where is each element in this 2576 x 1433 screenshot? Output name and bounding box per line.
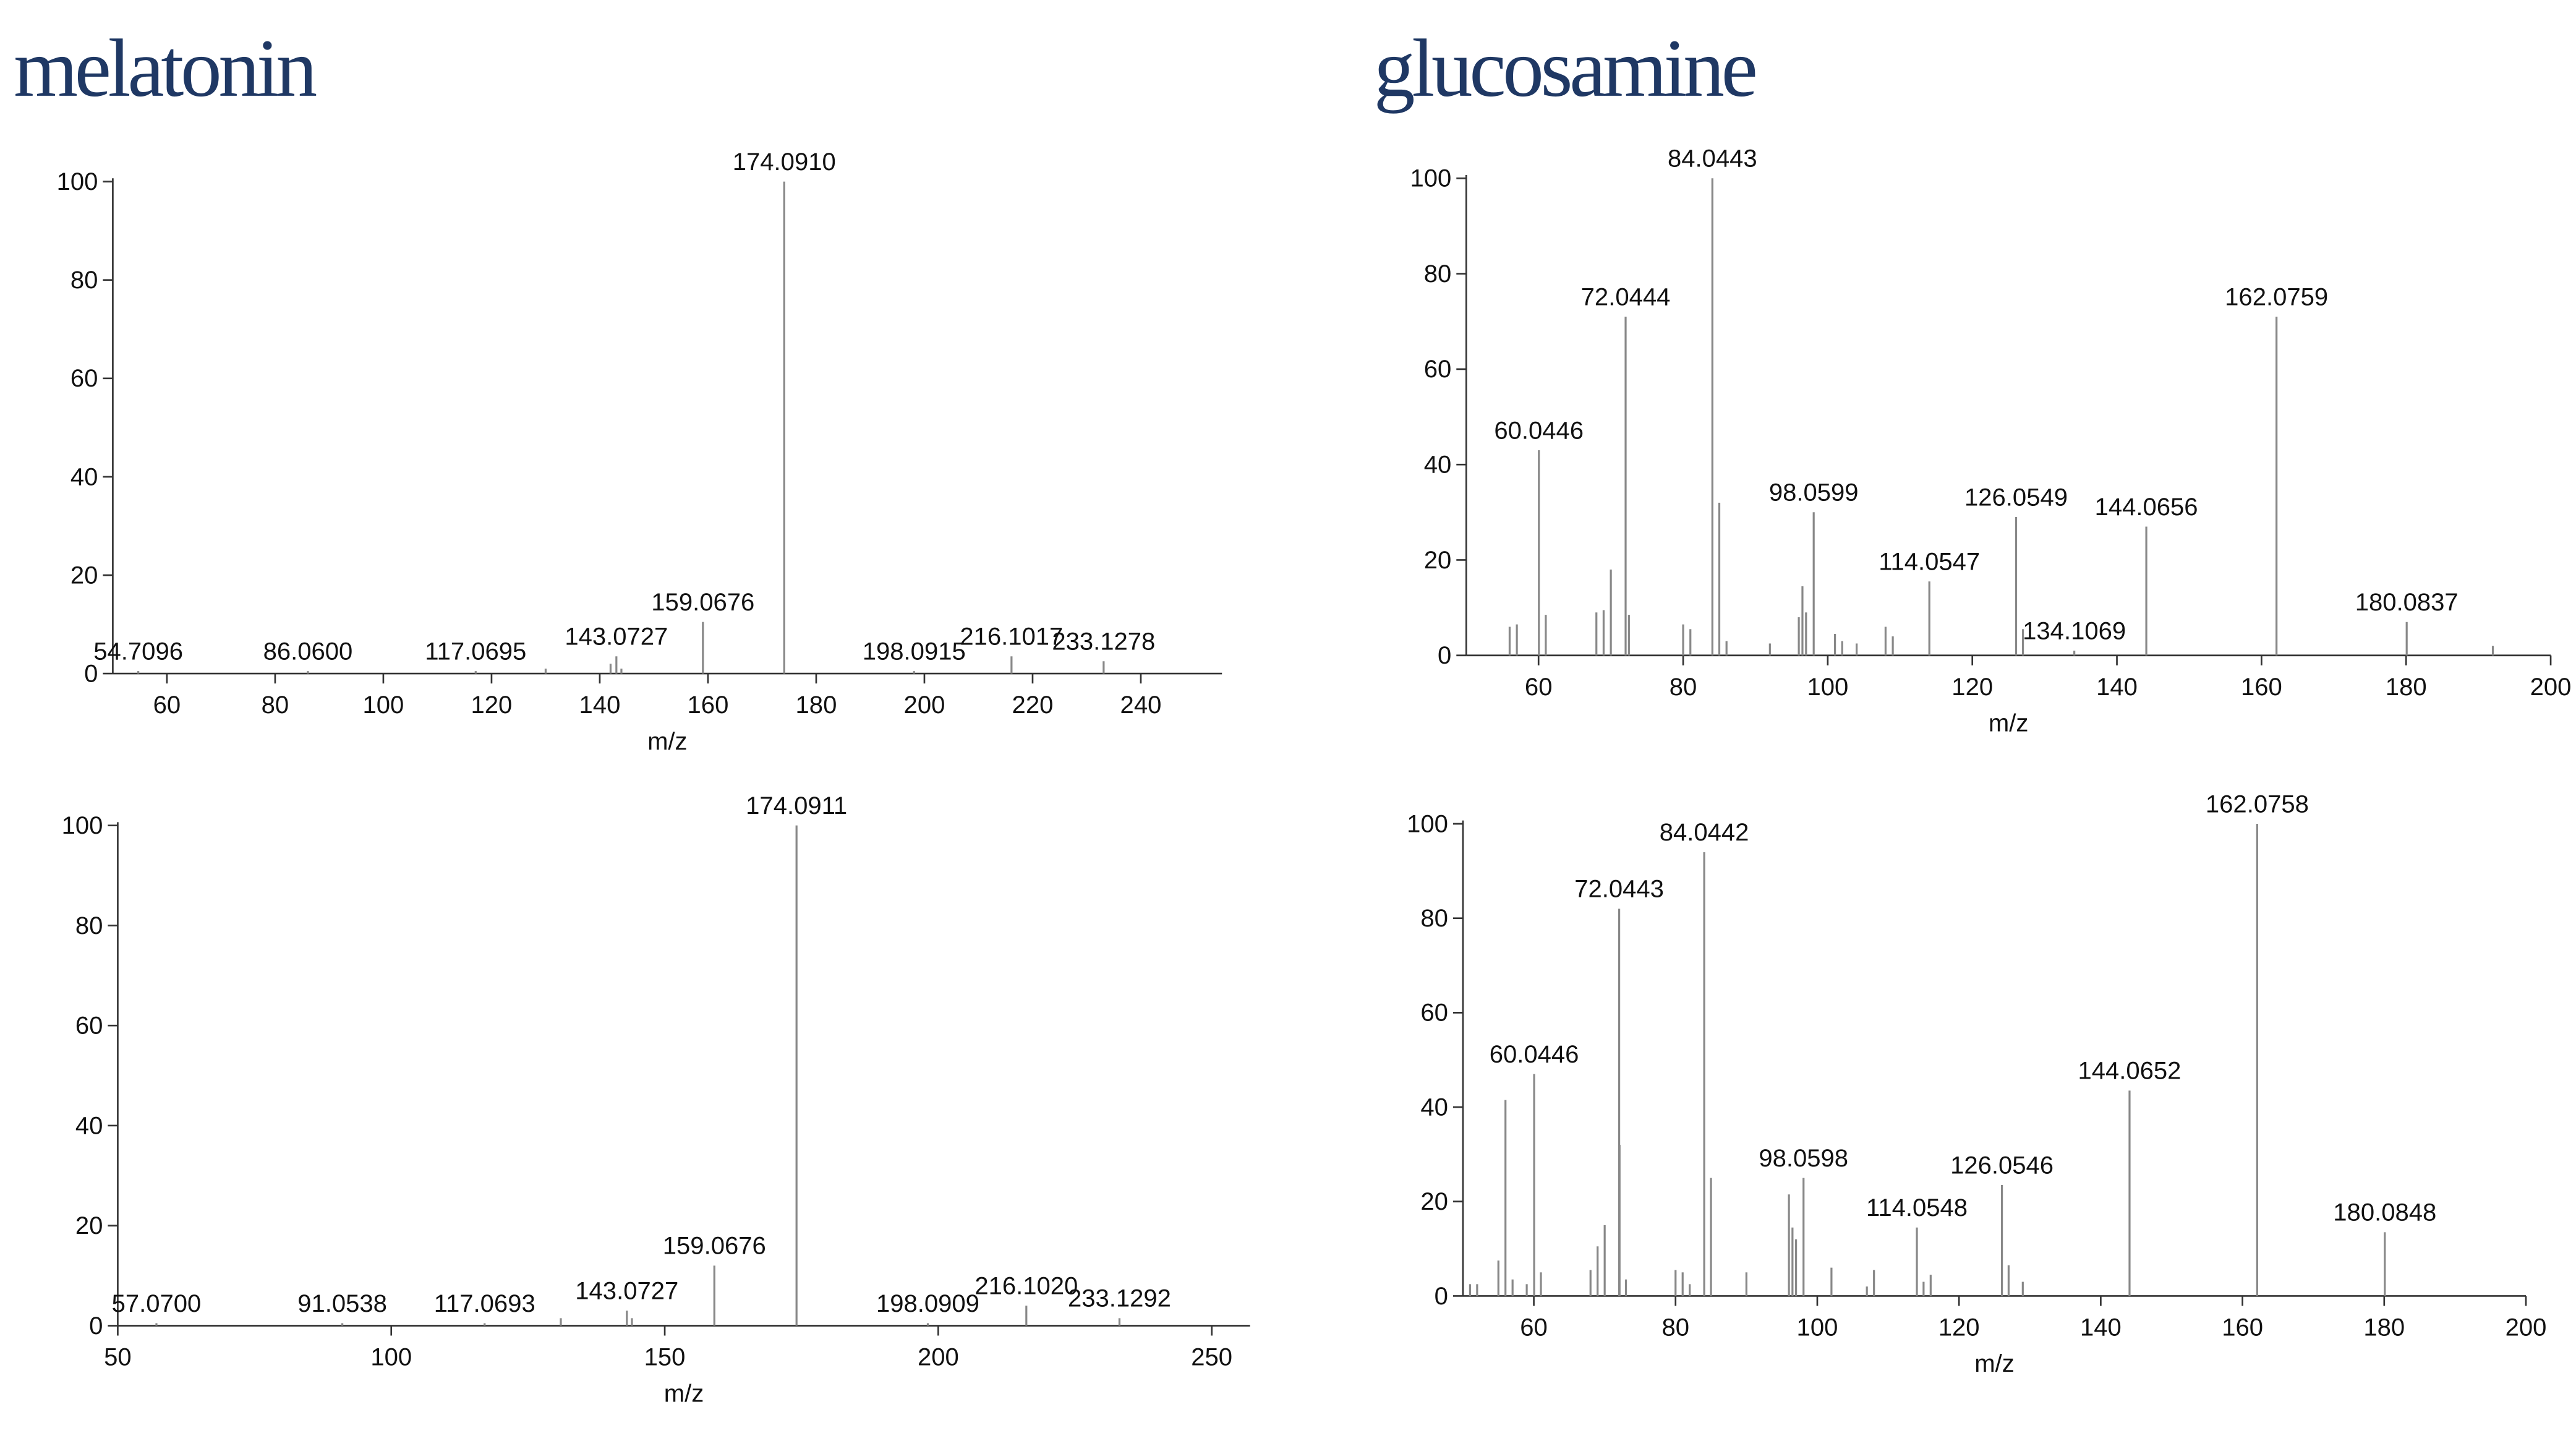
x-tick-label: 140 (579, 691, 621, 719)
peak-label: 143.0727 (565, 623, 668, 651)
x-axis-label: m/z (1989, 710, 2028, 737)
peak-label: 216.1017 (960, 623, 1063, 651)
x-tick-label: 120 (1938, 1314, 1980, 1341)
x-tick-label: 140 (2096, 674, 2138, 701)
x-tick-label: 160 (2241, 674, 2282, 701)
peak-label: 233.1292 (1068, 1285, 1171, 1312)
x-tick-label: 200 (918, 1344, 959, 1371)
x-tick-label: 60 (1520, 1314, 1548, 1341)
y-tick-label: 20 (1420, 1188, 1448, 1215)
x-axis-label: m/z (647, 728, 687, 755)
peak-label: 180.0837 (2355, 589, 2459, 616)
peak-label: 54.7096 (93, 638, 183, 665)
x-axis-label: m/z (664, 1380, 704, 1407)
x-tick-label: 220 (1012, 691, 1054, 719)
x-tick-label: 80 (262, 691, 289, 719)
heading: glucosamine (1374, 22, 1755, 114)
x-tick-label: 120 (471, 691, 513, 719)
x-tick-label: 160 (2222, 1314, 2263, 1341)
y-tick-label: 80 (1420, 905, 1448, 932)
y-tick-label: 40 (1424, 451, 1452, 479)
y-tick-label: 80 (1424, 260, 1452, 288)
peak-label: 72.0444 (1581, 283, 1671, 310)
x-tick-label: 60 (153, 691, 181, 719)
x-tick-label: 100 (1807, 674, 1848, 701)
y-tick-label: 40 (1420, 1093, 1448, 1121)
x-tick-label: 240 (1120, 691, 1162, 719)
peak-label: 198.0915 (863, 638, 966, 665)
x-tick-label: 250 (1191, 1344, 1232, 1371)
y-tick-label: 60 (1424, 356, 1452, 383)
x-tick-label: 160 (688, 691, 729, 719)
y-tick-label: 100 (62, 812, 103, 839)
peak-label: 134.1069 (2023, 617, 2126, 644)
peak-label: 162.0758 (2206, 790, 2309, 818)
y-tick-label: 60 (1420, 999, 1448, 1027)
x-tick-label: 180 (796, 691, 837, 719)
y-tick-label: 40 (75, 1112, 103, 1139)
peak-label: 117.0693 (434, 1290, 535, 1317)
peak-label: 60.0446 (1494, 417, 1584, 444)
peak-label: 216.1020 (975, 1272, 1078, 1299)
peak-label: 57.0700 (112, 1290, 202, 1317)
x-tick-label: 100 (363, 691, 404, 719)
x-tick-label: 50 (104, 1344, 132, 1371)
peak-label: 159.0676 (663, 1233, 766, 1260)
peak-label: 162.0759 (2225, 283, 2328, 310)
y-tick-label: 100 (57, 168, 98, 195)
y-tick-label: 60 (70, 365, 98, 392)
peak-label: 198.0909 (876, 1290, 979, 1317)
x-tick-label: 150 (644, 1344, 686, 1371)
x-tick-label: 80 (1670, 674, 1697, 701)
peak-label: 72.0443 (1574, 876, 1664, 903)
y-tick-label: 80 (75, 912, 103, 939)
peak-label: 174.0911 (746, 792, 847, 819)
peak-label: 98.0598 (1759, 1145, 1848, 1172)
x-tick-label: 180 (2386, 674, 2427, 701)
x-tick-label: 180 (2363, 1314, 2405, 1341)
peak-label: 143.0727 (575, 1278, 678, 1305)
y-tick-label: 0 (1438, 642, 1451, 669)
peak-label: 126.0546 (1950, 1152, 2054, 1179)
y-tick-label: 100 (1407, 810, 1448, 837)
peak-label: 233.1278 (1052, 628, 1155, 656)
y-tick-label: 40 (70, 463, 98, 490)
x-axis-label: m/z (1974, 1350, 2014, 1377)
heading: melatonin (14, 22, 316, 114)
y-tick-label: 0 (1435, 1283, 1448, 1310)
y-tick-label: 0 (89, 1312, 103, 1340)
y-tick-label: 60 (75, 1012, 103, 1040)
y-tick-label: 20 (75, 1212, 103, 1239)
peak-label: 144.0652 (2078, 1058, 2181, 1085)
peak-label: 144.0656 (2095, 494, 2198, 521)
x-tick-label: 100 (370, 1344, 412, 1371)
peak-label: 60.0446 (1490, 1041, 1579, 1068)
y-tick-label: 100 (1410, 165, 1451, 192)
x-tick-label: 80 (1661, 1314, 1689, 1341)
x-tick-label: 120 (1951, 674, 1993, 701)
peak-label: 86.0600 (263, 638, 353, 665)
y-tick-label: 20 (1424, 547, 1452, 574)
peak-label: 84.0442 (1660, 819, 1749, 846)
peak-label: 91.0538 (297, 1290, 387, 1317)
peak-label: 117.0695 (425, 638, 526, 665)
peak-label: 174.0910 (733, 148, 836, 176)
y-tick-label: 80 (70, 267, 98, 294)
x-tick-label: 200 (2530, 674, 2572, 701)
peak-label: 114.0547 (1879, 548, 1980, 575)
peak-label: 180.0848 (2333, 1199, 2436, 1226)
peak-label: 98.0599 (1769, 479, 1859, 507)
peak-label: 159.0676 (651, 589, 754, 616)
peak-label: 114.0548 (1866, 1194, 1968, 1221)
x-tick-label: 200 (2506, 1314, 2547, 1341)
peak-label: 84.0443 (1668, 145, 1757, 173)
y-tick-label: 20 (70, 562, 98, 589)
y-tick-label: 0 (84, 660, 98, 687)
x-tick-label: 140 (2080, 1314, 2122, 1341)
peak-label: 126.0549 (1964, 484, 2068, 511)
x-tick-label: 60 (1525, 674, 1553, 701)
x-tick-label: 200 (904, 691, 945, 719)
x-tick-label: 100 (1797, 1314, 1838, 1341)
